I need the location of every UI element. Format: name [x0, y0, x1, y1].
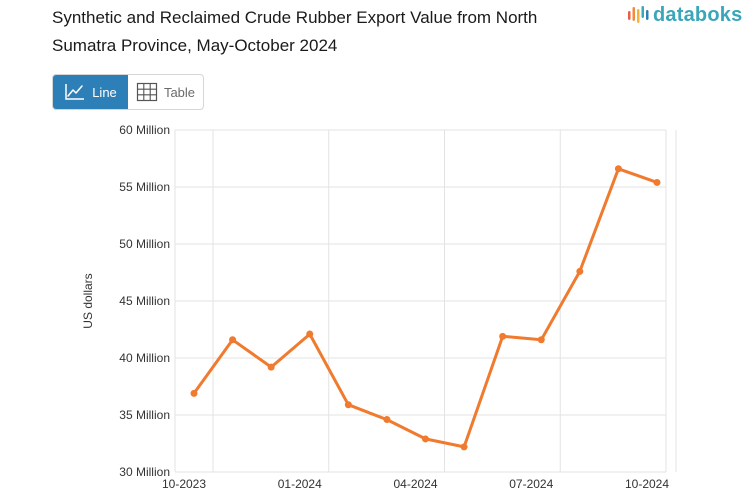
line-view-label: Line [92, 84, 117, 100]
y-tick-label: 50 Million [119, 237, 170, 251]
y-tick-label: 45 Million [119, 294, 170, 308]
line-chart-icon [65, 84, 85, 100]
data-point [499, 332, 507, 340]
y-tick-label: 60 Million [119, 123, 170, 137]
databoks-wordmark: databoks [653, 4, 743, 26]
databoks-logo[interactable]: databoks [627, 4, 742, 27]
data-point [383, 416, 391, 424]
chart-view-toggle[interactable]: Line Table [52, 74, 204, 110]
table-view-button[interactable]: Table [128, 75, 203, 109]
chart-title: Synthetic and Reclaimed Crude Rubber Exp… [52, 8, 538, 55]
y-tick-label: 40 Million [119, 351, 170, 365]
y-tick-label: 55 Million [119, 180, 170, 194]
data-point [614, 165, 622, 173]
x-tick-label: 10-2023 [162, 477, 206, 491]
data-point [306, 330, 314, 338]
x-tick-label: 04-2024 [393, 477, 437, 491]
y-axis-label: US dollars [81, 273, 95, 328]
data-point [653, 178, 661, 186]
data-point [267, 363, 275, 371]
data-point [229, 336, 237, 344]
gridlines [175, 129, 677, 473]
data-point [576, 267, 584, 275]
data-point [190, 389, 198, 397]
x-tick-label: 07-2024 [509, 477, 553, 491]
table-view-label: Table [163, 84, 196, 100]
y-tick-label: 30 Million [119, 465, 170, 479]
data-point [344, 401, 352, 409]
databoks-logo-icon [628, 5, 649, 23]
data-point [537, 336, 545, 344]
data-point [460, 443, 468, 451]
y-tick-label: 35 Million [119, 408, 170, 422]
data-point [422, 435, 429, 443]
series-line [192, 167, 659, 449]
x-tick-label: 10-2024 [625, 477, 669, 491]
table-grid-icon [136, 82, 158, 102]
x-tick-label: 01-2024 [278, 477, 322, 491]
line-view-button[interactable]: Line [53, 75, 128, 109]
